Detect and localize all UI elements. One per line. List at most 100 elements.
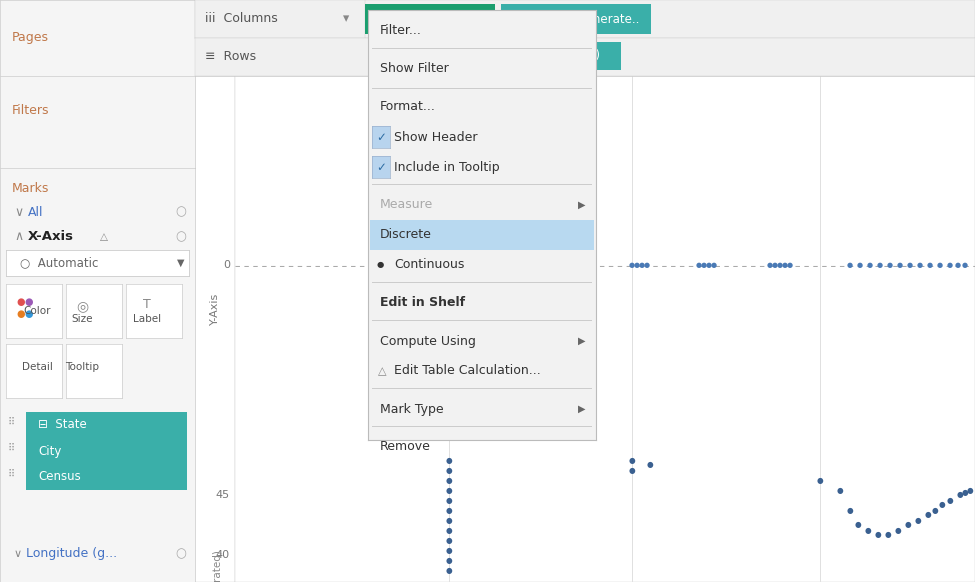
- Text: ∧: ∧: [14, 230, 23, 243]
- Text: ●: ●: [629, 466, 636, 474]
- Text: ○: ○: [176, 205, 186, 218]
- Text: ●: ●: [634, 262, 640, 268]
- Text: ●: ●: [905, 520, 912, 530]
- Text: ●: ●: [24, 297, 32, 307]
- Text: ●: ●: [446, 262, 452, 268]
- Text: Color: Color: [23, 306, 51, 316]
- Text: ●: ●: [966, 485, 973, 495]
- Text: ●: ●: [711, 262, 717, 268]
- Text: Mark Type: Mark Type: [380, 403, 444, 416]
- Text: ⠿: ⠿: [8, 443, 16, 453]
- Text: ●: ●: [877, 262, 883, 268]
- Text: ●: ●: [450, 262, 457, 268]
- Text: ●: ●: [446, 535, 452, 545]
- Text: Edit Table Calculation...: Edit Table Calculation...: [394, 364, 541, 378]
- Text: Discrete: Discrete: [380, 229, 432, 242]
- Text: ○: ○: [176, 548, 186, 560]
- Text: ●: ●: [927, 262, 933, 268]
- Text: ●: ●: [915, 516, 921, 524]
- Text: ●: ●: [562, 262, 568, 268]
- Text: Longitude (g...: Longitude (g...: [26, 548, 117, 560]
- Text: ●: ●: [456, 262, 462, 268]
- Text: ●: ●: [629, 456, 636, 464]
- Text: Filter...: Filter...: [380, 24, 422, 37]
- Text: ▾: ▾: [343, 12, 349, 26]
- Text: ●: ●: [446, 506, 452, 514]
- Text: ✓: ✓: [376, 161, 386, 173]
- Text: rated): rated): [212, 549, 222, 581]
- Text: ●: ●: [446, 516, 452, 524]
- Text: ●: ●: [639, 262, 645, 268]
- Text: ●: ●: [446, 545, 452, 555]
- Text: ●: ●: [706, 262, 712, 268]
- Text: Measure: Measure: [380, 198, 433, 211]
- Text: Census: Census: [38, 470, 81, 484]
- Text: ●: ●: [875, 531, 881, 540]
- Text: ▼: ▼: [477, 14, 486, 24]
- Text: ●: ●: [16, 309, 24, 319]
- Text: ●: ●: [787, 262, 793, 268]
- Text: Format...: Format...: [380, 101, 436, 113]
- Text: Remove: Remove: [380, 441, 431, 453]
- Text: Label: Label: [133, 314, 161, 324]
- Text: ●: ●: [782, 262, 788, 268]
- Text: ●: ●: [947, 495, 954, 505]
- Text: ●: ●: [644, 262, 650, 268]
- Text: ●: ●: [480, 262, 487, 268]
- Text: ●: ●: [955, 262, 961, 268]
- Text: ●: ●: [446, 526, 452, 534]
- Text: Y-Axis: Y-Axis: [210, 293, 220, 325]
- Text: Marks: Marks: [12, 182, 50, 194]
- Text: ●: ●: [446, 456, 452, 464]
- Text: ●: ●: [847, 262, 853, 268]
- Text: ●: ●: [939, 501, 946, 509]
- Text: ●: ●: [924, 510, 931, 520]
- Text: ⊟  State: ⊟ State: [38, 418, 87, 431]
- Text: ●: ●: [884, 531, 891, 540]
- Text: ●: ●: [916, 262, 923, 268]
- Text: ●: ●: [446, 485, 452, 495]
- Text: ●: ●: [817, 475, 823, 484]
- Text: Size: Size: [71, 314, 93, 324]
- Text: ●: ●: [16, 297, 24, 307]
- Text: T: T: [143, 299, 151, 311]
- Text: ○  Automatic: ○ Automatic: [20, 257, 98, 269]
- Text: ●: ●: [887, 262, 893, 268]
- Text: ●: ●: [962, 262, 968, 268]
- Text: ●: ●: [475, 262, 481, 268]
- Text: ●: ●: [446, 555, 452, 565]
- Text: Include in Tooltip: Include in Tooltip: [394, 161, 499, 173]
- Text: ●: ●: [519, 262, 526, 268]
- Text: ●: ●: [867, 262, 873, 268]
- Text: All: All: [28, 205, 44, 218]
- Text: Continuous: Continuous: [394, 258, 464, 271]
- Text: ●: ●: [460, 262, 466, 268]
- Text: ∨: ∨: [14, 549, 22, 559]
- Text: iii  Columns: iii Columns: [205, 12, 278, 26]
- Text: Detail: Detail: [21, 362, 53, 372]
- Text: ▼: ▼: [177, 258, 184, 268]
- Text: ●: ●: [514, 262, 520, 268]
- Text: Longitude (generate..: Longitude (generate..: [511, 12, 640, 26]
- Text: ●: ●: [446, 495, 452, 505]
- Text: 40: 40: [215, 550, 230, 560]
- Text: ●: ●: [701, 262, 707, 268]
- Text: ●: ●: [855, 520, 861, 530]
- Text: ○: ○: [176, 230, 186, 243]
- Text: ∨: ∨: [14, 205, 23, 218]
- Text: ✓: ✓: [376, 130, 386, 144]
- Text: ▶: ▶: [578, 404, 586, 414]
- Text: Tooltip: Tooltip: [65, 362, 99, 372]
- Text: ●: ●: [865, 526, 872, 534]
- Text: ●: ●: [937, 262, 943, 268]
- Text: ●: ●: [446, 566, 452, 574]
- Text: ●: ●: [837, 485, 843, 495]
- Text: ●: ●: [629, 262, 635, 268]
- Text: ●: ●: [947, 262, 954, 268]
- Text: △: △: [377, 366, 386, 376]
- Text: ●: ●: [897, 262, 903, 268]
- Text: ●: ●: [24, 309, 32, 319]
- Text: ●: ●: [907, 262, 913, 268]
- Text: 45: 45: [215, 490, 230, 500]
- Text: Show Header: Show Header: [394, 130, 478, 144]
